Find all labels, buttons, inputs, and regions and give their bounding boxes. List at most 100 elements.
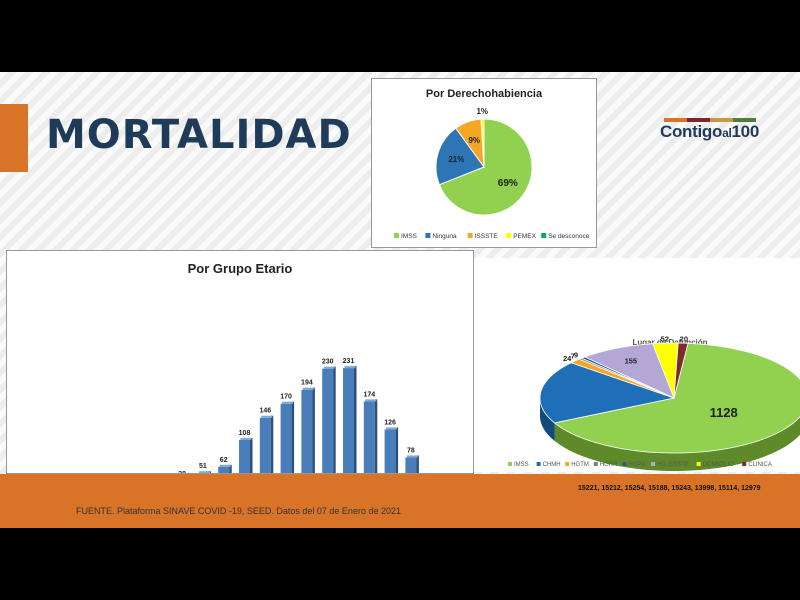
bar-side-60-a-64 (312, 387, 315, 503)
bar-60-a-64 (301, 389, 313, 503)
contigo-al-100-logo: Contigoal100 (660, 122, 759, 141)
pie2-side-imss (554, 416, 800, 471)
pie1-legend-imss: IMSS (401, 233, 418, 240)
title-accent-bar (0, 104, 28, 172)
pie1-label-pemex: 1% (476, 107, 488, 116)
source-note: FUENTE. Plataforma SINAVE COVID -19, SEE… (76, 506, 401, 516)
bar-side-50-a-54 (270, 415, 274, 503)
bar-top-45-a-49 (240, 437, 252, 440)
derechohabiencia-pie-chart: Por Derechohabiencia 69% 21% 9% 1% IMSS Ningun… (394, 88, 590, 240)
pie2-slice-imss (553, 342, 800, 454)
bar-value-60-a-64: 194 (301, 380, 313, 387)
pie2-label-imss: 1128 (710, 405, 738, 420)
bar-side-80-a-84 (395, 427, 399, 503)
pie1-legend-swatch-pemex (506, 233, 512, 238)
lugar-defuncion-pie-chart: Lugar de Defunción 1128 24 79 155 52 20 IMSS CHM… (508, 335, 800, 471)
bar-value-50-a-54: 146 (259, 408, 271, 415)
pie2-legend-swatch-imss (508, 462, 512, 466)
pie1-label-imss: 69% (498, 178, 518, 189)
pie2-legend-imss: IMSS (514, 462, 529, 468)
bar-side-85-a-89 (416, 455, 419, 503)
pie1-legend-swatch-imss (394, 233, 399, 238)
bar-top-60-a-64 (302, 387, 314, 390)
pie1-legend-ninguna: Ninguna (432, 233, 457, 240)
pie1-slice-imss (438, 118, 533, 216)
bar-side-55-a-59 (291, 401, 295, 503)
pie2-legend-clinica: CLINICA (748, 462, 772, 468)
bar-85-a-89 (405, 457, 417, 503)
bar-value-65-a-69: 230 (322, 359, 334, 366)
case-codes: 15221, 15212, 15254, 15188, 15243, 13998… (578, 485, 761, 492)
pie2-legend-hgpa: HGPA (628, 462, 645, 468)
bar-value-75-a-79: 174 (363, 391, 375, 398)
bar-65-a-69 (322, 368, 334, 503)
pie1-legend-se-desconoce: Se desconoce (548, 233, 590, 240)
bar-side-65-a-69 (333, 366, 336, 503)
derechohabiencia-chart-panel: Por Derechohabiencia 69% 21% 9% 1% IMSS Ningun… (371, 78, 597, 248)
bar-value-70-a-74: 231 (343, 358, 355, 365)
pie1-slice-ninguna (435, 127, 485, 186)
grupo-etario-bar-chart: Por Grupo Etario3< a 1a.21 a 415 a 9410 … (20, 261, 473, 528)
bar-40-a-44 (218, 466, 230, 503)
bar-value-45-a-49: 108 (239, 430, 251, 437)
bar-70-a-74 (343, 368, 354, 503)
pie2-label-hgrr: 7 (571, 352, 575, 361)
pie2-title: Lugar de Defunción (632, 338, 707, 347)
grupo-etario-chart-panel: Por Grupo Etario3< a 1a.21 a 415 a 9410 … (6, 250, 474, 528)
bar-top-80-a-84 (386, 427, 398, 430)
lugar-defuncion-chart-panel: Lugar de Defunción 1128 24 7 9 155 52 20 IMSS CHM… (474, 258, 800, 472)
bar-top-35-a-39 (198, 471, 210, 474)
pie1-legend-swatch-ninguna (425, 233, 431, 238)
bar-top-75-a-79 (365, 399, 377, 402)
bar-value-80-a-84: 126 (384, 419, 396, 426)
pie2-label-hgtm: 24 (563, 354, 572, 363)
pie2-legend-hgrr: HGRR (600, 462, 618, 468)
bar-value-30-a-34: 38 (178, 471, 186, 473)
page-title: MORTALIDAD (46, 112, 352, 158)
bar-80-a-84 (384, 429, 396, 503)
bar-value-35-a-39: 51 (199, 463, 207, 470)
pie1-slice-pemex (480, 118, 485, 168)
logo-color-bars (664, 118, 756, 122)
pie1-legend-swatch-issste (467, 233, 473, 238)
bar-top-40-a-44 (219, 464, 231, 467)
pie1-label-ninguna: 21% (448, 155, 464, 164)
pie2-legend-domicilio: DOMICILIO (703, 462, 735, 468)
bar-75-a-79 (363, 401, 375, 503)
pie2-legend-swatch-hgtm (565, 462, 570, 466)
pie2-label-hg-issste: 155 (625, 357, 638, 366)
pie1-legend-issste: ISSSTE (475, 233, 499, 240)
footer-band (0, 474, 800, 528)
bar-value-85-a-89: 78 (407, 447, 415, 454)
pie1-title: Por Derechohabiencia (426, 88, 543, 100)
bar-top-55-a-59 (282, 401, 294, 404)
pie1-label-issste: 9% (468, 136, 480, 145)
pie2-legend-swatch-clinica (742, 462, 747, 466)
pie2-legend-swatch-hg-issste (651, 462, 655, 466)
bar-45-a-49 (239, 439, 250, 503)
bar-side-70-a-74 (354, 366, 357, 503)
pie1-legend-pemex: PEMEX (513, 233, 536, 240)
slide: MORTALIDAD Contigoal100 Por Derechohabie… (0, 72, 800, 528)
pie2-legend-swatch-chmh (536, 462, 541, 466)
bar-55-a-59 (280, 403, 292, 503)
pie2-label-domicilio: 52 (661, 335, 669, 344)
pie1-legend-swatch-se-desconoce (541, 233, 547, 238)
pie2-slice-clinica (673, 342, 689, 399)
pie2-side-chmh (540, 398, 555, 441)
bar-50-a-54 (259, 417, 271, 503)
pie2-label-clinica: 20 (680, 335, 688, 344)
pie2-slice-chmh (539, 362, 676, 424)
bar-side-75-a-79 (374, 399, 378, 503)
pie2-legend-chmh: CHMH (543, 462, 561, 468)
pie2-legend-hg-issste: HG ISSSTE (657, 462, 689, 468)
pie2-legend-swatch-hgpa (622, 462, 627, 466)
bar-chart-title: Por Grupo Etario (188, 261, 293, 276)
bar-top-50-a-54 (261, 415, 273, 418)
bar-value-55-a-59: 170 (280, 394, 292, 401)
bar-top-65-a-69 (323, 366, 335, 369)
bar-top-85-a-89 (406, 455, 418, 458)
pie2-legend-swatch-hgrr (593, 462, 598, 466)
pie2-legend-hgtm: HGTM (571, 462, 589, 468)
pie2-legend-swatch-domicilio (696, 462, 701, 466)
